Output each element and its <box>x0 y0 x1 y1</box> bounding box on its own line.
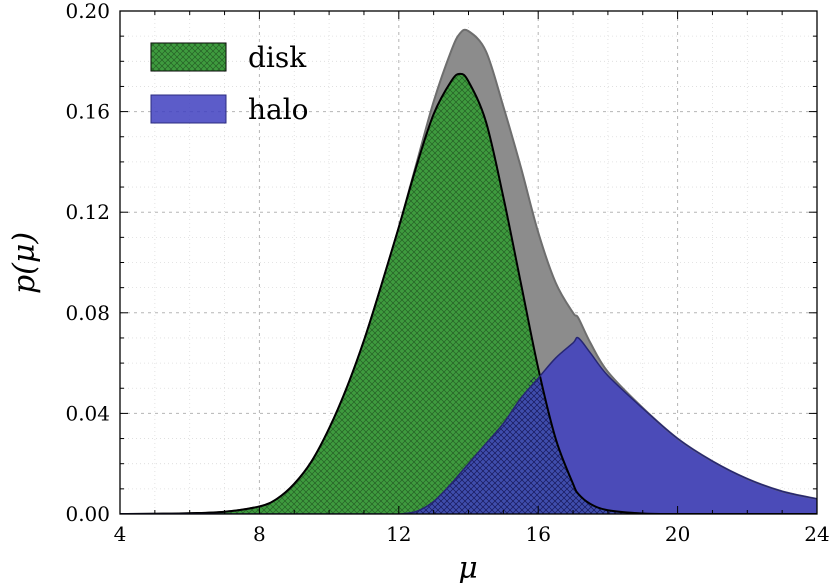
x-tick-label: 4 <box>114 522 127 546</box>
y-axis-label: p(μ) <box>7 232 42 294</box>
halo-line <box>120 336 817 514</box>
disk-hatch <box>120 73 817 514</box>
x-axis-label: μ <box>458 551 478 583</box>
axis-ticks <box>119 10 818 515</box>
y-tick-label: 0.04 <box>65 401 110 425</box>
x-tick-label: 24 <box>804 522 829 546</box>
legend-swatch-disk-hatch <box>151 43 226 71</box>
y-tick-labels: 0.00 0.04 0.08 0.12 0.16 0.20 <box>65 0 110 526</box>
x-tick-label: 8 <box>253 522 266 546</box>
legend-swatch-halo <box>150 94 227 124</box>
legend: disk halo <box>150 41 309 126</box>
disk-line <box>120 72 817 514</box>
y-tick-label: 0.00 <box>65 502 110 526</box>
y-tick-label: 0.16 <box>65 100 110 124</box>
legend-label-disk: disk <box>248 41 307 74</box>
y-tick-label: 0.12 <box>65 200 110 224</box>
x-tick-label: 20 <box>665 522 690 546</box>
x-tick-labels: 4 8 12 16 20 24 <box>114 522 830 546</box>
legend-label-halo: halo <box>248 93 309 126</box>
overlap-hatch <box>120 376 817 514</box>
y-tick-label: 0.20 <box>65 0 110 23</box>
y-tick-label: 0.08 <box>65 301 110 325</box>
x-tick-label: 12 <box>386 522 411 546</box>
x-tick-label: 16 <box>525 522 550 546</box>
halo-area <box>120 337 817 514</box>
